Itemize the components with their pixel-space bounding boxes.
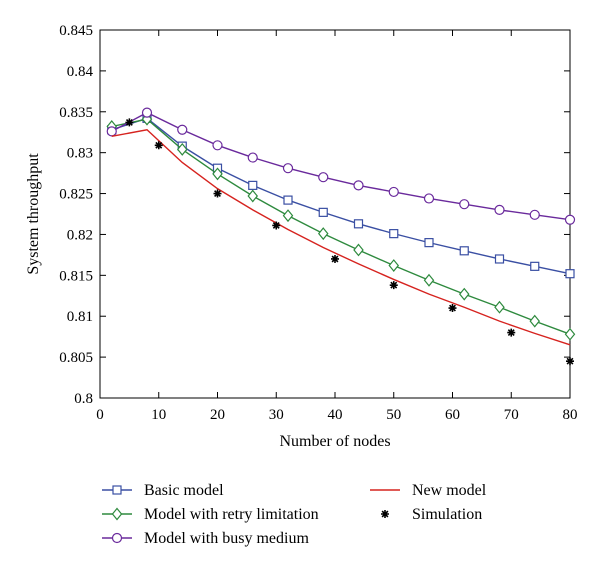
x-axis-label: Number of nodes [279,433,390,450]
legend-item-model-with-busy-medium: Model with busy medium [102,530,309,547]
y-tick-label: 0.815 [59,268,93,284]
data-point [318,207,328,217]
legend-label: Model with retry limitation [144,506,319,523]
x-tick-label: 0 [96,407,104,423]
legend-item-basic-model: Basic model [102,482,224,499]
data-point [389,281,398,290]
x-tick-label: 20 [210,407,225,423]
data-point [353,180,364,191]
legend-label: Basic model [144,482,224,499]
data-point [212,140,223,151]
data-point [389,229,399,239]
data-point [283,195,293,205]
data-point [388,186,399,198]
legend-label: Model with busy medium [144,530,309,547]
series-simulation [125,118,574,366]
data-point [530,261,540,271]
legend-marker [111,532,123,544]
data-point [353,219,364,229]
y-tick-label: 0.82 [67,227,93,243]
x-tick-label: 80 [563,407,578,423]
y-tick-label: 0.805 [59,350,93,366]
legend-marker [111,507,123,521]
data-point [459,246,469,256]
data-point [566,357,574,366]
data-point [125,118,134,127]
legend-item-simulation: Simulation [381,506,482,523]
series-basic-model [107,113,575,279]
y-tick-label: 0.83 [67,146,93,162]
legend-item-model-with-retry-limitation: Model with retry limitation [102,506,319,523]
data-point [459,199,470,210]
series-line-basic-model [111,117,571,275]
y-tick-label: 0.845 [59,23,93,39]
data-point [282,209,294,223]
x-tick-label: 40 [328,407,343,423]
data-point [282,163,294,174]
data-point [507,328,516,337]
series-line-model-with-retry-limitation [111,118,571,335]
y-tick-label: 0.8 [74,391,93,407]
x-tick-label: 60 [445,407,460,423]
data-point [529,314,541,328]
x-tick-label: 30 [269,407,284,423]
x-tick-label: 10 [151,407,166,423]
data-point [494,254,505,264]
data-point [353,243,364,257]
y-tick-label: 0.835 [59,105,93,121]
y-tick-label: 0.825 [59,187,93,203]
data-series [106,107,576,366]
data-point [141,107,153,118]
legend-label: Simulation [412,506,482,523]
data-point [529,209,540,220]
series-model-with-busy-medium [106,107,576,225]
legend-item-new-model: New model [370,482,487,499]
data-point [154,141,163,150]
y-tick-label: 0.84 [67,64,94,80]
data-point [177,124,188,135]
data-point [564,214,576,225]
data-point [494,300,505,314]
data-point [317,227,329,241]
data-point [448,304,457,313]
data-point [424,238,434,248]
series-new-model [111,129,571,346]
series-line-new-model [111,129,571,346]
data-point [388,259,400,272]
data-point [272,221,281,230]
data-point [423,273,435,287]
legend: Basic model Model with retry limitation Mo… [102,482,487,547]
y-axis-label: System throughput [25,153,42,275]
data-point [458,287,470,301]
data-point [565,269,575,279]
legend-label: New model [412,482,487,499]
data-point [331,254,339,263]
series-model-with-retry-limitation [106,112,576,341]
data-point [213,189,222,198]
data-point [247,189,259,203]
legend-marker [112,485,122,495]
data-point [318,172,329,183]
data-point [176,142,188,156]
x-tick-label: 70 [504,407,519,423]
data-point [423,193,435,204]
data-point [494,204,505,216]
data-point [212,167,223,181]
y-tick-label: 0.81 [67,309,93,325]
data-point [106,126,117,137]
series-line-model-with-busy-medium [111,111,571,221]
data-point [248,180,258,190]
legend-marker [381,510,389,518]
x-tick-label: 50 [386,407,401,423]
data-point [564,327,576,341]
data-point [247,152,258,163]
axis-ticks: 0 10 20 30 40 50 60 70 80 0.8 0.805 0.81 0.815 0.82 0.… [59,23,577,423]
